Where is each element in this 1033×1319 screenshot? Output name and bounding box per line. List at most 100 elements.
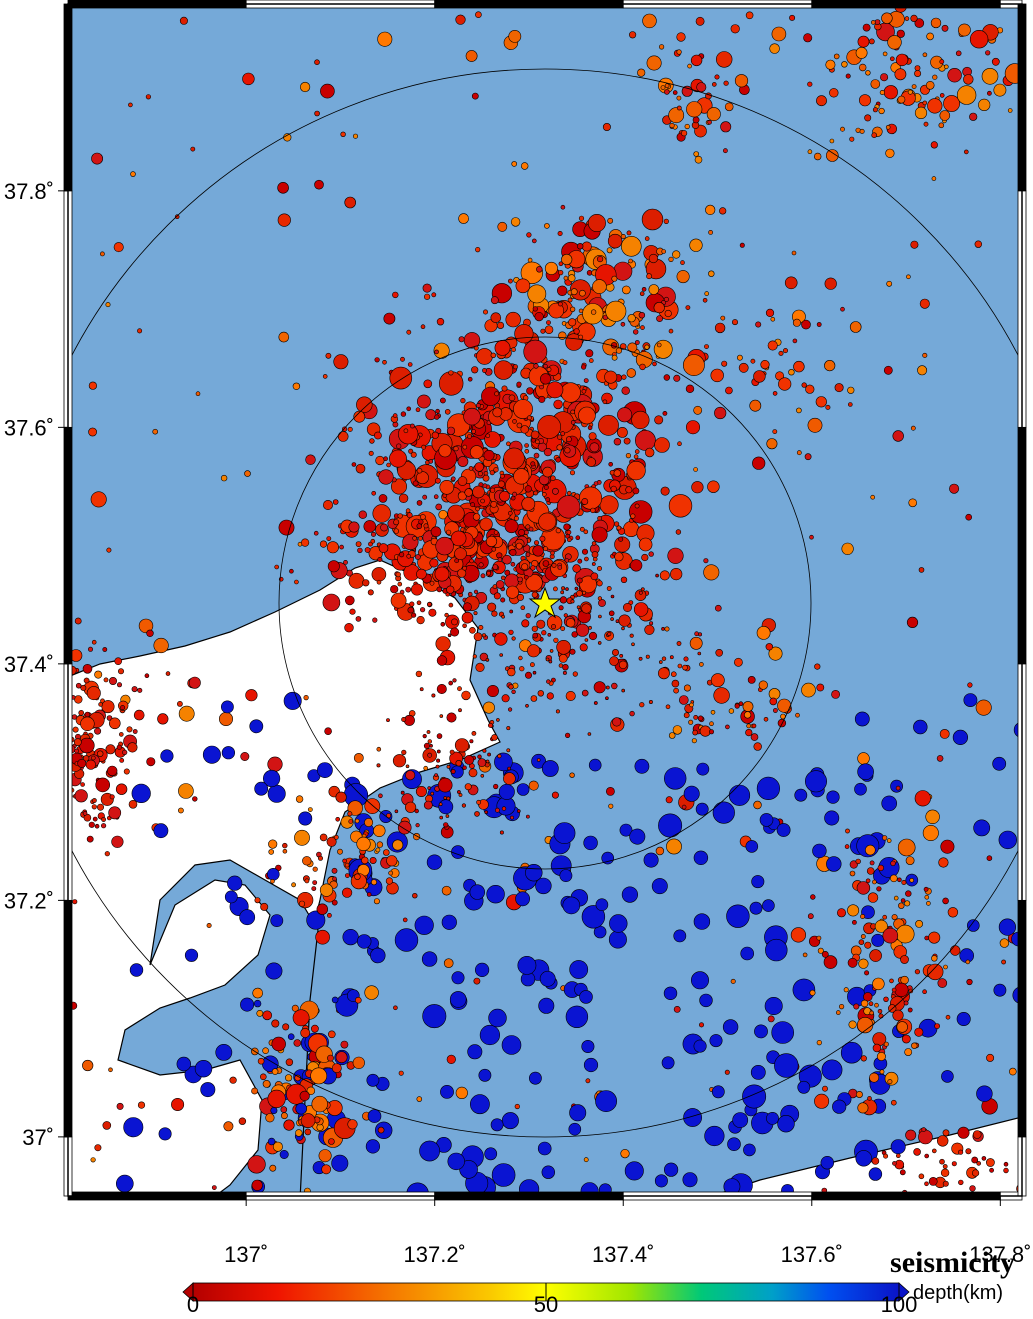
quake [355, 819, 359, 823]
quake [463, 603, 471, 611]
quake [861, 1056, 867, 1062]
quake [723, 149, 727, 153]
quake [694, 468, 698, 472]
quake [653, 362, 657, 366]
quake [623, 603, 631, 611]
quake [759, 681, 768, 690]
quake [145, 674, 149, 678]
quake [645, 448, 654, 457]
quake [582, 604, 592, 614]
quake [937, 755, 943, 761]
quake [564, 276, 568, 280]
quake [591, 310, 596, 315]
quake [81, 717, 95, 731]
quake [570, 307, 575, 312]
quake [858, 36, 869, 47]
quake [522, 497, 535, 510]
quake [138, 1102, 145, 1109]
quake [538, 415, 561, 438]
quake [219, 712, 232, 725]
quake [641, 588, 644, 591]
quake [877, 887, 882, 892]
quake [805, 771, 826, 792]
quake [483, 310, 487, 314]
quake [677, 96, 681, 100]
quake [665, 310, 672, 317]
quake [271, 915, 283, 927]
quake [75, 749, 79, 753]
quake [428, 787, 431, 790]
quake [416, 823, 420, 827]
quake [416, 671, 422, 677]
quake [867, 868, 874, 875]
quake [43, 739, 47, 743]
quake [448, 505, 465, 522]
quake [243, 73, 255, 85]
quake [684, 786, 699, 801]
quake [834, 54, 839, 59]
quake [526, 613, 531, 618]
quake [450, 628, 458, 636]
quake [580, 644, 587, 651]
quake [95, 1145, 101, 1151]
quake [269, 849, 274, 854]
quake [327, 542, 338, 553]
quake [263, 1011, 272, 1020]
quake [752, 724, 756, 728]
quake [345, 874, 349, 878]
quake [802, 383, 807, 388]
quake [627, 231, 631, 235]
quake [398, 424, 418, 444]
quake [488, 753, 491, 756]
quake [117, 745, 122, 750]
quake [292, 883, 296, 887]
quake [516, 279, 530, 293]
quake [420, 514, 425, 519]
quake [905, 901, 910, 906]
quake [524, 575, 528, 579]
quake [522, 564, 528, 570]
quake [619, 615, 631, 627]
quake [482, 368, 486, 372]
quake [89, 428, 97, 436]
quake [797, 451, 801, 455]
quake [969, 113, 977, 121]
quake [289, 569, 293, 573]
quake [728, 1138, 741, 1151]
quake [475, 963, 489, 977]
quake [958, 1180, 963, 1185]
quake [507, 668, 515, 676]
quake [617, 526, 621, 530]
quake [379, 544, 388, 553]
quake [796, 408, 801, 413]
quake [495, 808, 499, 812]
quake [393, 422, 398, 427]
quake [447, 427, 455, 435]
quake [639, 657, 642, 660]
quake [793, 979, 815, 1001]
quake [222, 746, 235, 759]
quake [909, 499, 917, 507]
quake [115, 658, 122, 665]
quake [630, 634, 634, 638]
quake [507, 749, 510, 752]
quake [74, 739, 81, 746]
quake [614, 438, 621, 445]
quake [746, 840, 758, 852]
quake [561, 627, 565, 631]
quake [896, 786, 900, 790]
quake [531, 431, 539, 439]
quake [923, 101, 927, 105]
quake [677, 50, 682, 55]
quake [735, 74, 748, 87]
quake [477, 800, 481, 804]
quake [334, 835, 338, 839]
quake [435, 478, 440, 483]
quake [398, 514, 403, 519]
quake [649, 552, 654, 557]
colorbar-label: depth(km) [913, 1282, 1003, 1304]
quake [958, 24, 970, 36]
quake [911, 426, 915, 430]
quake [649, 254, 658, 263]
quake [117, 683, 121, 687]
